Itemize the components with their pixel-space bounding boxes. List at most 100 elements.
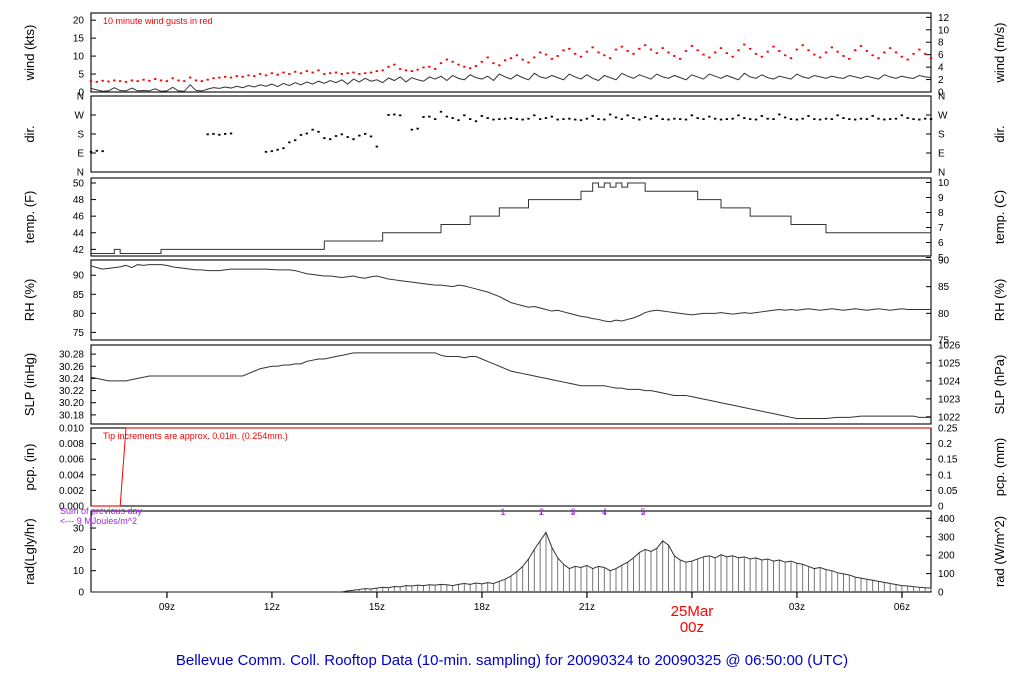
data-point — [813, 118, 816, 121]
data-point — [579, 55, 583, 58]
data-point — [480, 60, 484, 63]
ytick-label-right-dir-3: W — [938, 111, 948, 122]
data-point — [836, 114, 839, 117]
data-point — [678, 57, 682, 60]
data-point — [468, 118, 472, 121]
data-point — [877, 117, 880, 120]
data-point — [883, 118, 886, 121]
data-point — [293, 139, 297, 142]
data-point — [177, 79, 180, 82]
data-point — [451, 117, 454, 119]
data-point — [317, 69, 320, 72]
ytick-label-left-wind-0: 0 — [78, 88, 84, 99]
data-point — [113, 79, 116, 82]
data-point — [288, 73, 291, 75]
data-point — [608, 57, 612, 60]
data-point — [568, 47, 571, 50]
ytick-label-right-pcp-2: 0.1 — [938, 470, 952, 481]
ytick-label-right-pcp-1: 0.05 — [938, 486, 958, 497]
ytick-label-right-temp-1: 6 — [938, 238, 944, 249]
data-point — [673, 55, 676, 57]
data-point — [900, 55, 904, 58]
data-point — [410, 70, 414, 72]
data-point — [95, 149, 99, 152]
data-point — [649, 48, 653, 51]
data-point — [241, 75, 244, 78]
ytick-label-right-temp-5: 10 — [938, 178, 950, 189]
data-point — [148, 79, 151, 82]
ytick-label-left-rh-2: 85 — [73, 290, 85, 301]
data-point — [375, 145, 379, 148]
ytick-label-left-wind-2: 10 — [73, 52, 85, 63]
ytick-label-left-rh-3: 90 — [73, 271, 85, 282]
data-point — [830, 46, 834, 49]
ytick-label-left-rad-0: 0 — [78, 588, 84, 599]
data-point — [871, 115, 874, 117]
ytick-label-left-pcp-3: 0.006 — [59, 455, 84, 466]
ytick-label-right-slp-2: 1024 — [938, 376, 961, 387]
ytick-label-right-temp-3: 8 — [938, 208, 944, 219]
data-point — [515, 118, 519, 121]
data-point — [474, 120, 478, 123]
panel-temp: temp. (F) temp. (C) 42 44 46 48 50 5 6 7 8 9 10 — [22, 177, 1007, 264]
data-point — [218, 76, 221, 79]
data-point — [743, 43, 746, 46]
data-point — [614, 48, 618, 51]
ytick-label-right-rh-3: 90 — [938, 256, 950, 267]
axis-label-right-slp: SLP (hPa) — [992, 355, 1007, 415]
data-point — [264, 74, 268, 77]
ytick-label-right-pcp-0: 0 — [938, 502, 944, 513]
data-point — [877, 57, 880, 60]
data-point — [328, 72, 332, 75]
ytick-label-left-pcp-2: 0.004 — [59, 470, 84, 481]
data-point — [731, 55, 734, 58]
data-point — [585, 117, 589, 120]
data-point — [684, 118, 688, 121]
data-point — [842, 117, 845, 119]
data-point — [690, 45, 694, 47]
ytick-label-left-slp-3: 30.24 — [59, 374, 84, 385]
data-point — [194, 79, 198, 82]
data-point — [212, 77, 215, 80]
ytick-label-left-pcp-1: 0.002 — [59, 486, 84, 497]
series-scatter-direction-0 — [89, 110, 933, 153]
panel-pcp: pcp. (in) pcp. (mm) 0.000 0.002 0.004 0.006 0.… — [22, 424, 1007, 513]
data-point — [848, 57, 851, 60]
data-point — [358, 73, 361, 75]
data-point — [381, 69, 384, 72]
data-point — [725, 52, 729, 55]
rad-marker-label-2: 2 — [539, 507, 544, 517]
data-point — [789, 57, 793, 60]
data-point — [620, 118, 624, 121]
data-point — [282, 71, 285, 74]
xtick-label-18z: 18z — [474, 602, 490, 613]
data-point — [573, 118, 577, 121]
data-point — [439, 110, 443, 113]
data-point — [562, 49, 565, 52]
data-point — [853, 49, 857, 52]
data-point — [848, 118, 851, 121]
data-point — [410, 128, 414, 131]
data-point — [340, 133, 344, 136]
rad-marker-label-5: 5 — [640, 507, 645, 517]
ytick-label-left-dir-4: N — [77, 92, 84, 103]
data-point — [906, 58, 909, 61]
data-point — [229, 132, 233, 135]
data-point — [200, 80, 204, 83]
data-point — [713, 117, 717, 120]
data-point — [912, 52, 915, 55]
xtick-label-09z: 09z — [159, 602, 175, 613]
xtick-label-15z: 15z — [369, 602, 385, 613]
ytick-label-right-rh-0: 75 — [938, 336, 950, 347]
data-point — [89, 150, 93, 153]
data-point — [906, 117, 909, 119]
data-point — [538, 118, 542, 121]
ytick-label-left-dir-1: E — [77, 149, 84, 160]
data-point — [492, 62, 495, 65]
axis-label-left-rad: rad(Lgly/hr) — [22, 518, 37, 584]
data-point — [369, 71, 373, 74]
data-point — [165, 80, 169, 83]
data-point — [118, 80, 122, 83]
